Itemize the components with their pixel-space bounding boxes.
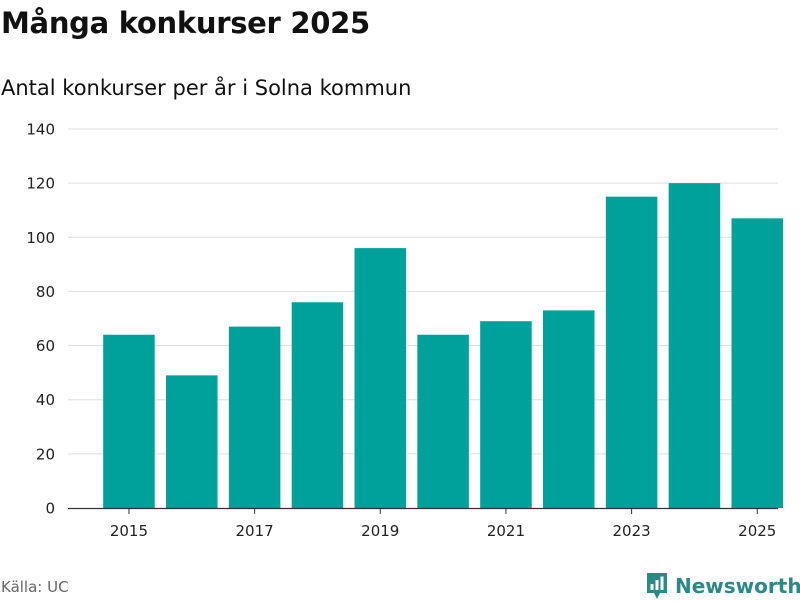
bar-2022: [543, 310, 595, 508]
chart-subtitle: Antal konkurser per år i Solna kommun: [1, 76, 412, 100]
x-tick-label: 2017: [236, 522, 274, 540]
bar-2020: [417, 334, 469, 508]
bar-2015: [103, 334, 155, 508]
y-tick-label: 140: [26, 121, 55, 139]
bar-2023: [605, 196, 658, 508]
y-tick-label: 20: [36, 445, 55, 463]
source-note: Källa: UC: [1, 578, 69, 596]
bar-2019: [354, 248, 407, 508]
x-tick-label: 2015: [110, 522, 148, 540]
bar-2018: [291, 302, 344, 508]
y-tick-label: 100: [26, 229, 55, 247]
bar-2016: [166, 375, 218, 508]
newsworthy-logo-icon: [647, 573, 667, 599]
x-tick-label: 2025: [738, 522, 776, 540]
y-tick-label: 120: [26, 175, 55, 193]
y-tick-label: 0: [45, 500, 55, 518]
y-tick-label: 60: [36, 337, 55, 355]
x-tick-label: 2019: [361, 522, 399, 540]
x-tick-label: 2021: [487, 522, 525, 540]
brand-logo: Newsworthy: [645, 570, 800, 602]
brand-name: Newsworthy: [675, 574, 800, 598]
bar-chart: 0 20 40 60 80 100 120 140 2015 2017 2019 2021 2023 20…: [26, 121, 784, 540]
bar-2025: [731, 218, 784, 509]
bar-2024: [668, 183, 721, 508]
bar-2021: [480, 321, 532, 508]
y-tick-label: 80: [36, 283, 55, 301]
chart-title: Många konkurser 2025: [1, 6, 370, 40]
y-tick-label: 40: [36, 391, 55, 409]
bar-2017: [228, 326, 281, 508]
x-tick-label: 2023: [613, 522, 651, 540]
